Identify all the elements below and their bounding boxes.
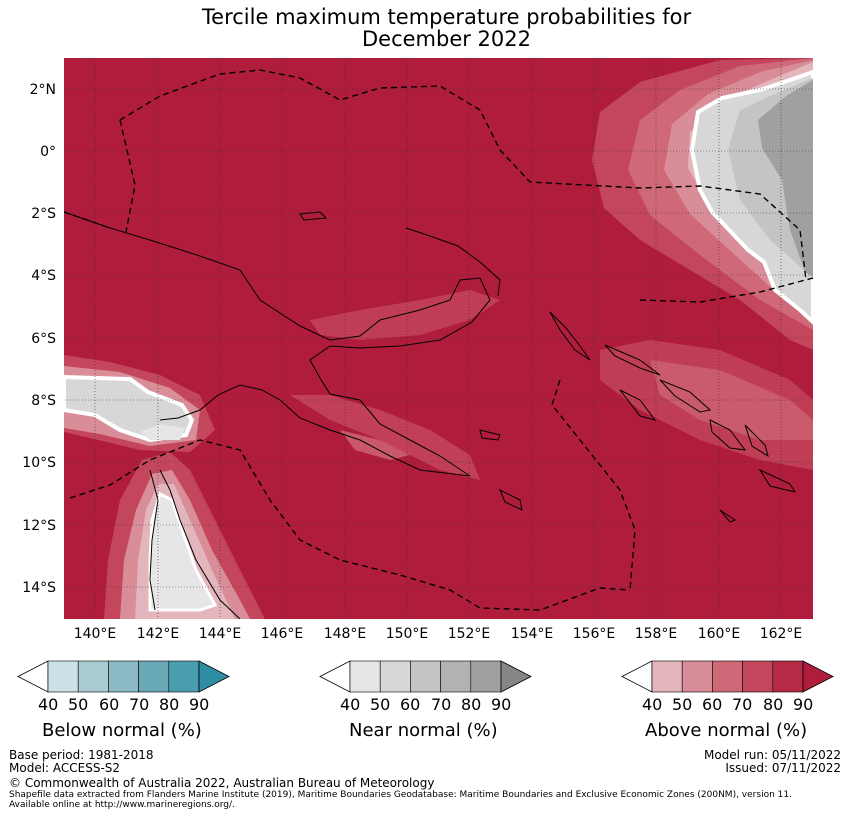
cb-above-tick-70: 70 — [732, 695, 753, 714]
cb-near-tick-40: 40 — [340, 695, 361, 714]
near-colorbar-segment-70 — [440, 660, 472, 693]
cb-below-tick-80: 80 — [159, 695, 180, 714]
gridlines — [64, 58, 813, 619]
above-colorbar-segment-40 — [651, 660, 683, 693]
lat-label-6s: 6°S — [31, 331, 56, 347]
colorbar-below-normal — [17, 660, 230, 693]
copyright-text: © Commonwealth of Australia 2022, Austra… — [9, 776, 435, 790]
lon-label-162e: 162°E — [760, 626, 803, 642]
above-normal-70-region-ng — [340, 430, 410, 460]
lat-label-10s: 10°S — [22, 455, 56, 471]
cb-below-tick-60: 60 — [99, 695, 120, 714]
lat-label-8s: 8°S — [31, 393, 56, 409]
issued-text: Issued: 07/11/2022 — [725, 761, 841, 775]
above-colorbar-segment-50 — [681, 660, 713, 693]
colorbar-near-name: Near normal (%) — [349, 720, 498, 741]
above-colorbar-segment-80 — [772, 660, 804, 693]
near-colorbar-extend-low — [319, 660, 351, 693]
cb-near-tick-60: 60 — [400, 695, 421, 714]
near-colorbar-segment-60 — [410, 660, 441, 693]
near-colorbar-segment-50 — [379, 660, 411, 693]
lon-label-158e: 158°E — [635, 626, 678, 642]
latitude-labels: 2°N 0° 2°S 4°S 6°S 8°S 10°S 12°S 14°S — [22, 82, 56, 596]
lat-label-14s: 14°S — [22, 580, 56, 596]
lon-label-156e: 156°E — [573, 626, 616, 642]
below-colorbar-extend-high — [198, 660, 230, 693]
below-colorbar-segment-70 — [138, 660, 170, 693]
lon-label-142e: 142°E — [137, 626, 180, 642]
cb-below-tick-50: 50 — [68, 695, 89, 714]
near-colorbar-segment-80 — [470, 660, 502, 693]
cb-below-tick-70: 70 — [129, 695, 150, 714]
above-colorbar-extend-high — [802, 660, 834, 693]
above-colorbar-segment-60 — [712, 660, 743, 693]
below-colorbar-segment-60 — [108, 660, 139, 693]
cb-above-tick-80: 80 — [763, 695, 784, 714]
colorbar-above-name: Above normal (%) — [645, 720, 808, 741]
cb-above-tick-40: 40 — [642, 695, 663, 714]
above-colorbar-extend-low — [621, 660, 653, 693]
cb-below-tick-40: 40 — [38, 695, 59, 714]
below-colorbar-segment-80 — [168, 660, 200, 693]
lat-label-12s: 12°S — [22, 518, 56, 534]
lat-label-2n: 2°N — [30, 82, 56, 98]
lon-label-140e: 140°E — [74, 626, 117, 642]
above-colorbar-segment-70 — [742, 660, 774, 693]
eez-boundaries — [64, 69, 813, 611]
above-normal-80-region-ng — [290, 395, 480, 480]
cb-above-tick-60: 60 — [702, 695, 723, 714]
map-title-line-2: December 2022 — [361, 27, 531, 51]
cb-below-tick-90: 90 — [189, 695, 210, 714]
colorbar-below-name: Below normal (%) — [42, 720, 202, 741]
lat-label-2s: 2°S — [31, 206, 56, 222]
cb-near-tick-90: 90 — [491, 695, 512, 714]
near-normal-region-s — [148, 491, 218, 612]
cb-near-tick-70: 70 — [431, 695, 452, 714]
near-colorbar-segment-40 — [349, 660, 381, 693]
cb-above-tick-50: 50 — [672, 695, 693, 714]
above-normal-80-region-ng-2 — [310, 290, 500, 340]
below-colorbar-segment-50 — [77, 660, 109, 693]
near-normal-40-region-w — [140, 424, 185, 440]
cb-near-tick-50: 50 — [370, 695, 391, 714]
lon-label-154e: 154°E — [511, 626, 554, 642]
near-colorbar-extend-high — [500, 660, 532, 693]
base-period-text: Base period: 1981-2018 — [9, 748, 154, 762]
lon-label-160e: 160°E — [698, 626, 741, 642]
colorbar-above-normal — [621, 660, 834, 693]
colorbar-near-normal — [319, 660, 532, 693]
cb-above-tick-90: 90 — [793, 695, 814, 714]
shapefile-credit-line-1: Shapefile data extracted from Flanders M… — [9, 790, 792, 800]
below-colorbar-segment-40 — [47, 660, 79, 693]
lon-label-148e: 148°E — [324, 626, 367, 642]
longitude-labels: 140°E 142°E 144°E 146°E 148°E 150°E 152°… — [74, 626, 803, 642]
lat-label-0: 0° — [40, 144, 56, 160]
map-plot-area — [64, 58, 813, 619]
model-text: Model: ACCESS-S2 — [9, 761, 121, 775]
model-run-text: Model run: 05/11/2022 — [703, 748, 841, 762]
lat-label-4s: 4°S — [31, 268, 56, 284]
lon-label-152e: 152°E — [448, 626, 491, 642]
cb-near-tick-80: 80 — [461, 695, 482, 714]
lon-label-150e: 150°E — [386, 626, 429, 642]
map-title-line-1: Tercile maximum temperature probabilitie… — [201, 5, 692, 29]
shapefile-credit-line-2: Available online at http://www.marinereg… — [9, 800, 235, 810]
lon-label-144e: 144°E — [199, 626, 242, 642]
lon-label-146e: 146°E — [261, 626, 304, 642]
above-normal-70-region-solomon — [650, 360, 813, 440]
near-normal-70-region-ne — [758, 80, 813, 276]
below-colorbar-extend-low — [17, 660, 49, 693]
